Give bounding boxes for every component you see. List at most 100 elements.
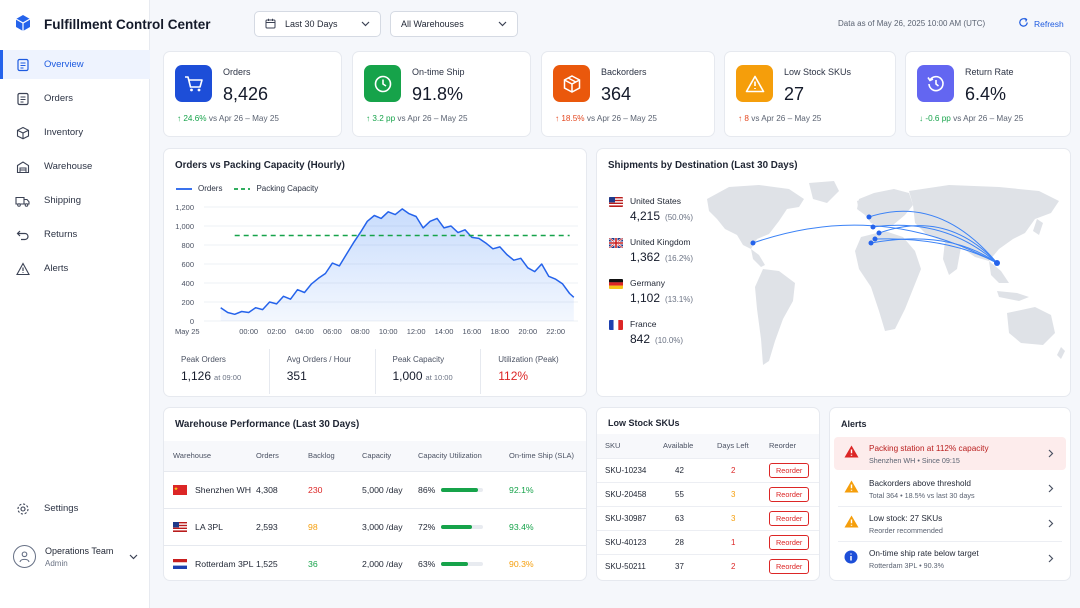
- col-capacity[interactable]: Capacity: [362, 441, 418, 471]
- col-warehouse[interactable]: Warehouse: [164, 441, 256, 471]
- cell-available: 42: [663, 457, 717, 482]
- refresh-button[interactable]: Refresh: [1018, 17, 1064, 30]
- reorder-button[interactable]: Reorder: [769, 462, 810, 478]
- alert-title: Backorders above threshold: [869, 479, 971, 488]
- utilization-bar: [441, 487, 484, 492]
- sidebar-item-settings[interactable]: Settings: [0, 494, 150, 523]
- x-tick-label: 04:00: [295, 327, 314, 336]
- arrow-up-icon: ↑: [366, 114, 373, 123]
- warehouse-select[interactable]: All Warehouses: [390, 11, 518, 37]
- stat-label: Avg Orders / Hour: [286, 355, 352, 364]
- fr-flag-icon: [609, 320, 623, 330]
- reorder-button[interactable]: Reorder: [769, 534, 810, 550]
- cell-days-left: 3: [717, 481, 769, 506]
- kpi-label: On-time Ship: [412, 67, 465, 77]
- stat-label: Utilization (Peak): [498, 355, 559, 364]
- col-utilization[interactable]: Capacity Utilization: [418, 441, 509, 471]
- table-row[interactable]: Shenzhen WH 4,308 230 5,000 /day 86% 92.…: [164, 470, 586, 508]
- legend-item-orders[interactable]: Orders: [176, 184, 222, 193]
- table-row[interactable]: LA 3PL 2,593 98 3,000 /day 72% 93.4%: [164, 507, 586, 545]
- map-landmass: [707, 181, 1065, 365]
- destination-marker: [870, 224, 876, 230]
- kpi-card-return-rate[interactable]: Return Rate 6.4% ↓ -0.6 pp vs Apr 26 – M…: [905, 51, 1071, 137]
- warehouse-select-value: All Warehouses: [401, 19, 464, 29]
- info-icon: [844, 550, 858, 566]
- date-range-value: Last 30 Days: [285, 19, 338, 29]
- kpi-card-orders[interactable]: Orders 8,426 ↑ 24.6% vs Apr 26 – May 25: [163, 51, 342, 137]
- alert-title: Packing station at 112% capacity: [869, 444, 989, 453]
- col-available[interactable]: Available: [663, 434, 717, 458]
- cell-available: 55: [663, 481, 717, 506]
- user-menu[interactable]: Operations Team Admin: [13, 545, 138, 568]
- alert-sub: Rotterdam 3PL • 90.3%: [869, 561, 944, 570]
- date-range-select[interactable]: Last 30 Days: [254, 11, 381, 37]
- reorder-button[interactable]: Reorder: [769, 558, 810, 574]
- table-row: SKU-40123 28 1 Reorder: [597, 529, 819, 554]
- col-orders[interactable]: Orders: [256, 441, 308, 471]
- destinations-title: Shipments by Destination (Last 30 Days): [608, 160, 798, 171]
- stat-sub: at 09:00: [214, 373, 242, 382]
- refresh-label: Refresh: [1034, 18, 1064, 29]
- kpi-card-backorders[interactable]: Backorders 364 ↑ 18.5% vs Apr 26 – May 2…: [541, 51, 715, 137]
- kpi-value: 364: [601, 84, 632, 104]
- kpi-change-value: 3.2 pp: [372, 114, 396, 123]
- reorder-button[interactable]: Reorder: [769, 510, 810, 526]
- utilization-bar: [441, 561, 484, 566]
- low-stock-table: SKU Available Days Left Reorder SKU-1023…: [597, 434, 819, 578]
- sidebar-item-overview[interactable]: Overview: [0, 50, 150, 79]
- cell-backlog: 36: [308, 544, 362, 580]
- col-sku[interactable]: SKU: [597, 434, 663, 458]
- x-tick-label: 14:00: [435, 327, 454, 336]
- x-tick-label: 16:00: [463, 327, 482, 336]
- kpi-value: 6.4%: [965, 84, 1007, 104]
- topbar: Last 30 Days All Warehouses Data as of M…: [150, 0, 1080, 48]
- destination-name: Germany: [630, 278, 665, 288]
- kpi-card-low-stock[interactable]: Low Stock SKUs 27 ↑ 8 vs Apr 26 – May 25: [724, 51, 896, 137]
- gear-icon: [15, 501, 30, 516]
- sidebar-item-alerts[interactable]: Alerts: [0, 254, 150, 283]
- cell-orders: 4,308: [256, 470, 308, 508]
- sidebar-item-label: Shipping: [44, 195, 81, 206]
- reorder-button[interactable]: Reorder: [769, 486, 810, 502]
- legend-item-capacity[interactable]: Packing Capacity: [234, 184, 318, 193]
- route-markers: [750, 214, 1000, 266]
- table-row: SKU-20458 55 3 Reorder: [597, 481, 819, 506]
- truck-icon: [15, 193, 30, 208]
- sidebar-item-inventory[interactable]: Inventory: [0, 118, 150, 147]
- alerts-title: Alerts: [841, 419, 867, 429]
- sidebar-item-warehouse[interactable]: Warehouse: [0, 152, 150, 181]
- alert-item[interactable]: Backorders above threshold Total 364 • 1…: [834, 472, 1066, 505]
- alert-item[interactable]: On-time ship rate below target Rotterdam…: [834, 542, 1066, 575]
- kpi-change-value: 18.5%: [561, 114, 585, 123]
- cell-days-left: 1: [717, 529, 769, 554]
- warning-icon: [844, 480, 859, 495]
- kpi-card-ontime[interactable]: On-time Ship 91.8% ↑ 3.2 pp vs Apr 26 – …: [352, 51, 531, 137]
- cell-sku: SKU-20458: [597, 481, 663, 506]
- alert-item[interactable]: Low stock: 27 SKUs Reorder recommended: [834, 507, 1066, 540]
- cell-utilization: 86%: [418, 484, 436, 495]
- route-fr: [872, 224, 998, 264]
- sidebar-item-shipping[interactable]: Shipping: [0, 186, 150, 215]
- logo-cube-icon: [14, 14, 32, 34]
- sidebar-item-label: Overview: [44, 59, 84, 70]
- cell-days-left: 2: [717, 457, 769, 482]
- col-reorder[interactable]: Reorder: [769, 434, 819, 458]
- table-row[interactable]: Rotterdam 3PL 1,525 36 2,000 /day 63% 90…: [164, 544, 586, 580]
- alert-sub: Reorder recommended: [869, 526, 943, 535]
- cell-capacity: 2,000 /day: [362, 544, 418, 580]
- x-tick-label: 02:00: [267, 327, 286, 336]
- user-name: Operations Team: [45, 545, 114, 556]
- x-tick-label: 10:00: [379, 327, 398, 336]
- divider: [838, 506, 1062, 507]
- sidebar-item-orders[interactable]: Orders: [0, 84, 150, 113]
- col-backlog[interactable]: Backlog: [308, 441, 362, 471]
- sidebar-item-returns[interactable]: Returns: [0, 220, 150, 249]
- cell-capacity: 5,000 /day: [362, 470, 418, 508]
- alert-title: On-time ship rate below target: [869, 549, 979, 558]
- col-days-left[interactable]: Days Left: [717, 434, 769, 458]
- kpi-change: ↑ 8 vs Apr 26 – May 25: [738, 114, 821, 123]
- warehouse-perf-title: Warehouse Performance (Last 30 Days): [175, 419, 360, 430]
- route-eu-west: [874, 238, 998, 264]
- col-ontime[interactable]: On-time Ship (SLA): [509, 441, 586, 471]
- alert-item[interactable]: Packing station at 112% capacity Shenzhe…: [834, 437, 1066, 470]
